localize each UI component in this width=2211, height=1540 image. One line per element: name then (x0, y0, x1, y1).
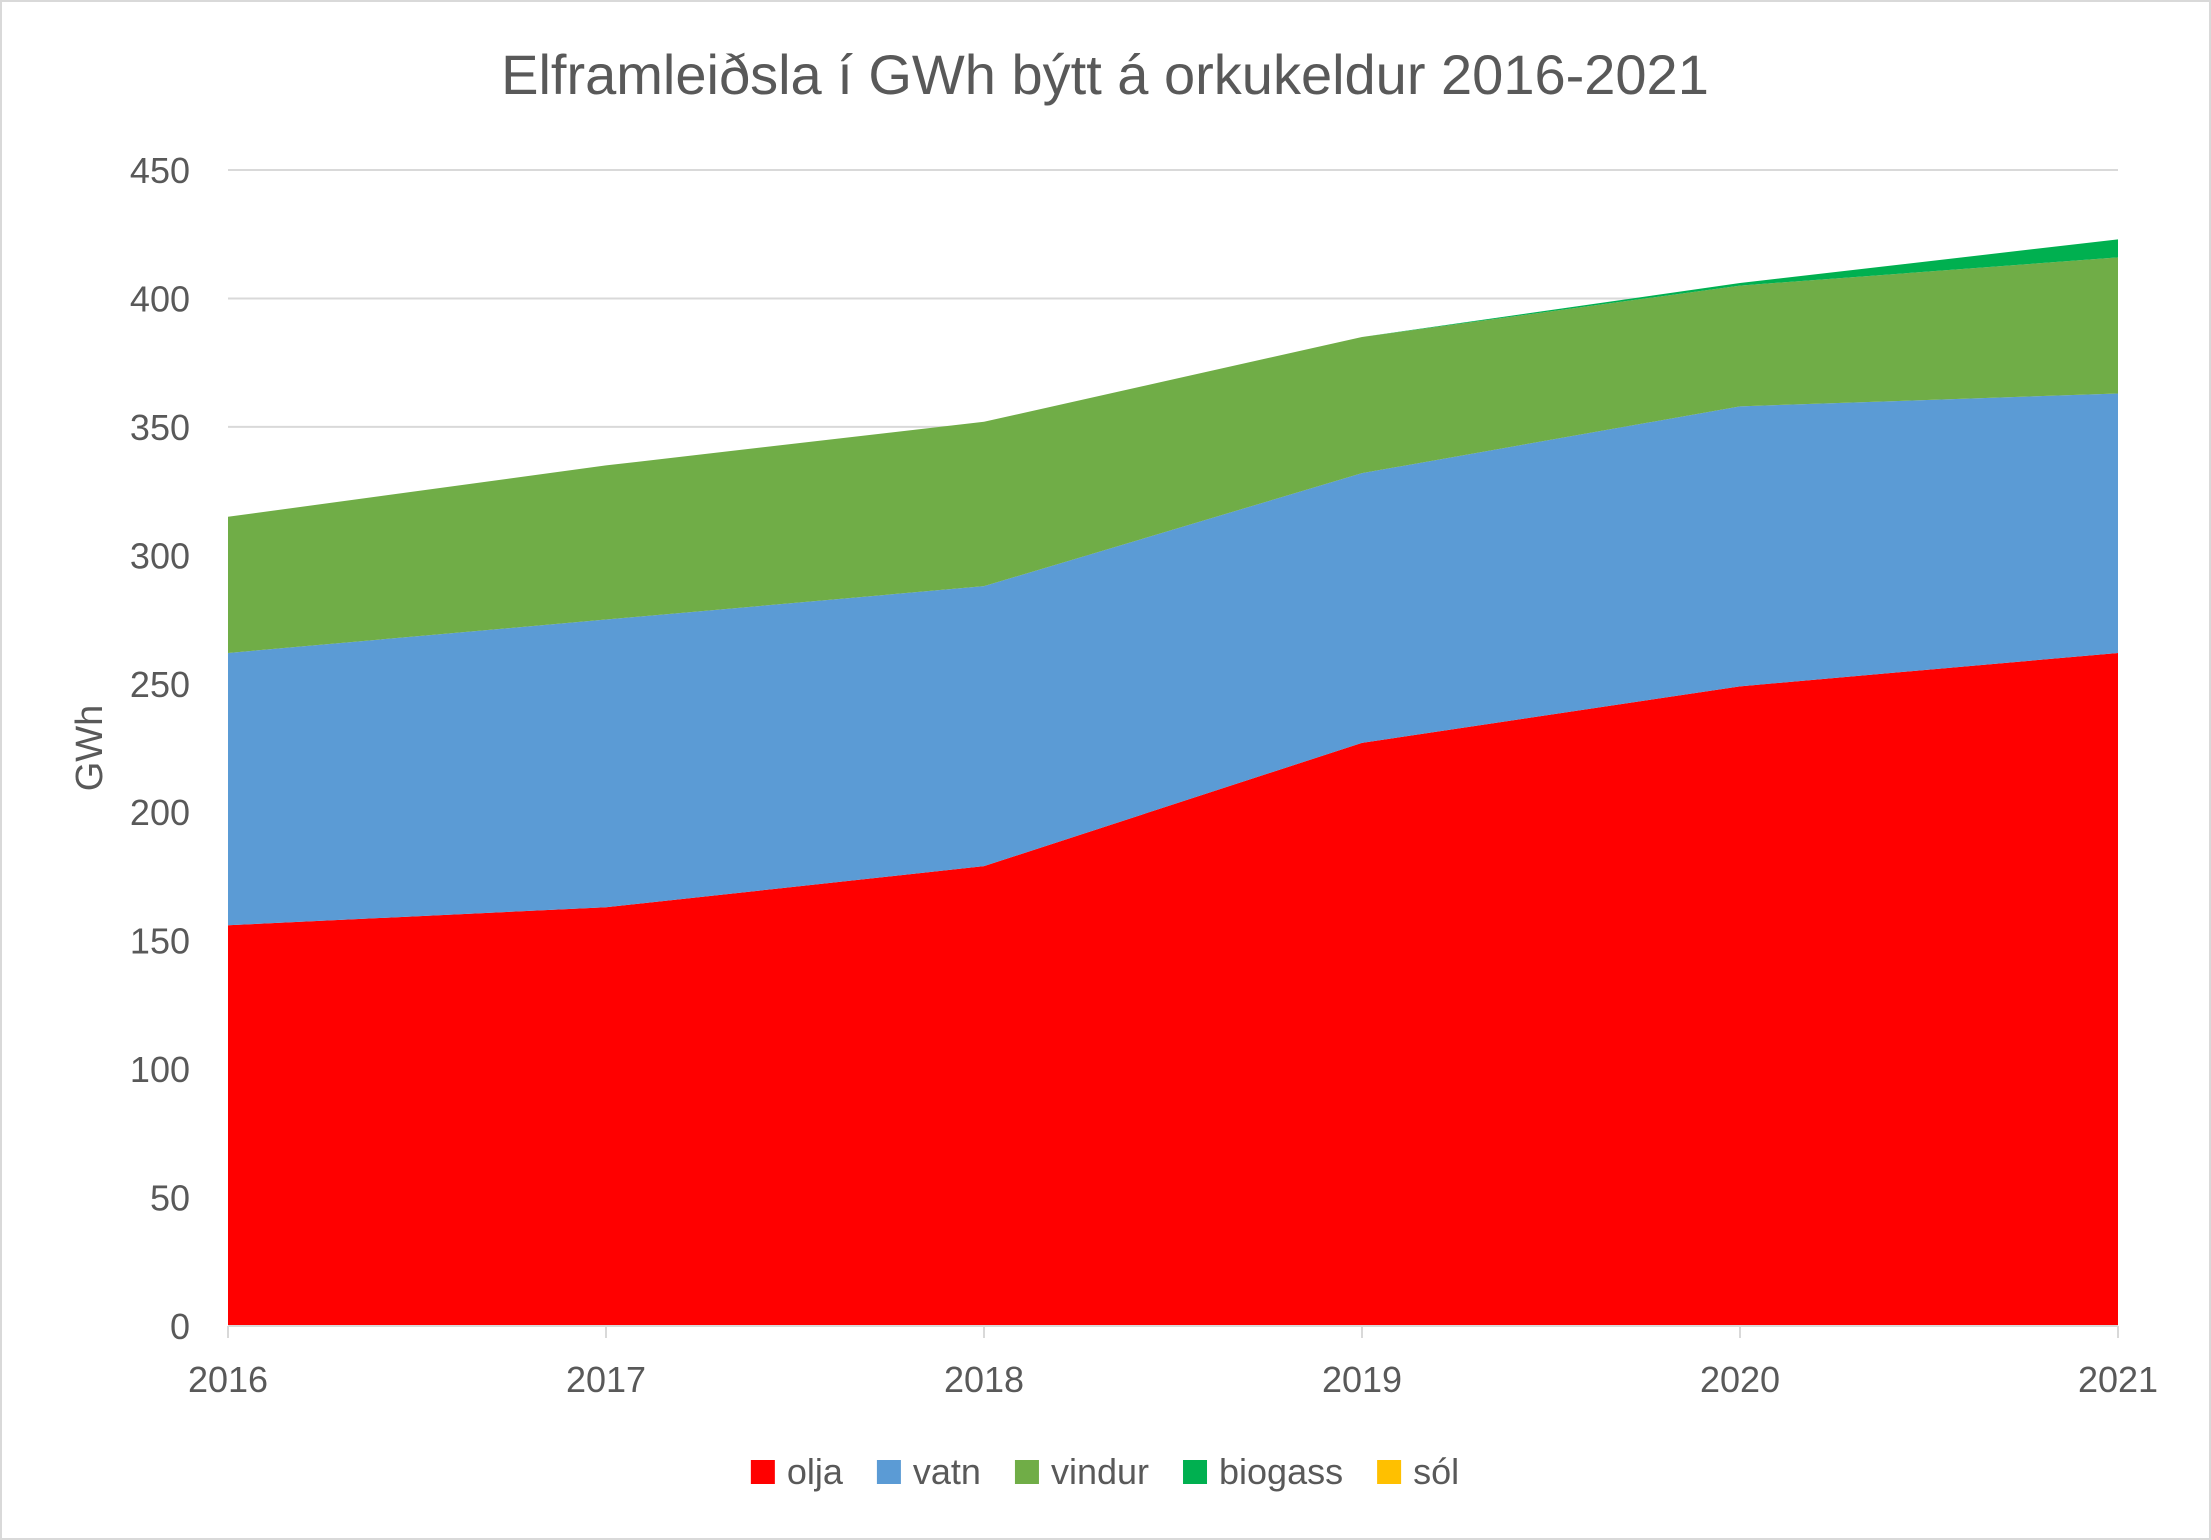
series-areas (228, 239, 2118, 1326)
legend-swatch (1377, 1460, 1402, 1484)
area-vindur (228, 257, 2118, 653)
chart-title: Elframleiðsla í GWh býtt á orkukeldur 20… (501, 43, 1709, 106)
x-tick-label: 2018 (944, 1359, 1024, 1400)
axes (227, 1325, 2119, 1338)
y-tick-label: 100 (130, 1049, 190, 1090)
area-olja (228, 652, 2118, 1326)
y-tick-label: 350 (130, 407, 190, 448)
legend-item-sól: sól (1377, 1451, 1459, 1492)
area-vatn (228, 393, 2118, 926)
x-tick-label: 2021 (2078, 1359, 2158, 1400)
legend-item-olja: olja (750, 1451, 844, 1492)
x-tick-label: 2016 (188, 1359, 268, 1400)
legend-item-vindur: vindur (1014, 1451, 1149, 1492)
y-tick-label: 400 (130, 278, 190, 319)
legend: olja vatn vindur biogass sól (750, 1451, 1459, 1492)
x-tick-label: 2020 (1700, 1359, 1780, 1400)
legend-swatch (876, 1460, 901, 1484)
y-tick-label: 200 (130, 792, 190, 833)
legend-swatch (1183, 1460, 1208, 1484)
legend-label: vindur (1051, 1451, 1149, 1492)
y-tick-label: 250 (130, 664, 190, 705)
y-tick-label: 150 (130, 921, 190, 962)
y-tick-label: 450 (130, 150, 190, 191)
y-axis-title: GWh (69, 705, 111, 792)
legend-label: sól (1413, 1451, 1459, 1492)
x-tick-labels: 2016 2017 2018 2019 2020 2021 (188, 1359, 2158, 1400)
legend-label: olja (787, 1451, 844, 1492)
legend-swatch (750, 1460, 775, 1484)
y-tick-label: 300 (130, 535, 190, 576)
legend-item-biogass: biogass (1183, 1451, 1343, 1492)
legend-item-vatn: vatn (876, 1451, 981, 1492)
y-tick-labels: 0 50 100 150 200 250 300 350 400 450 (130, 150, 190, 1347)
x-tick-label: 2019 (1322, 1359, 1402, 1400)
x-tick-label: 2017 (566, 1359, 646, 1400)
legend-label: vatn (913, 1451, 981, 1492)
area-biogass (228, 239, 2118, 517)
y-tick-label: 50 (150, 1178, 190, 1219)
legend-label: biogass (1219, 1451, 1343, 1492)
legend-swatch (1014, 1460, 1039, 1484)
y-tick-label: 0 (170, 1306, 190, 1347)
